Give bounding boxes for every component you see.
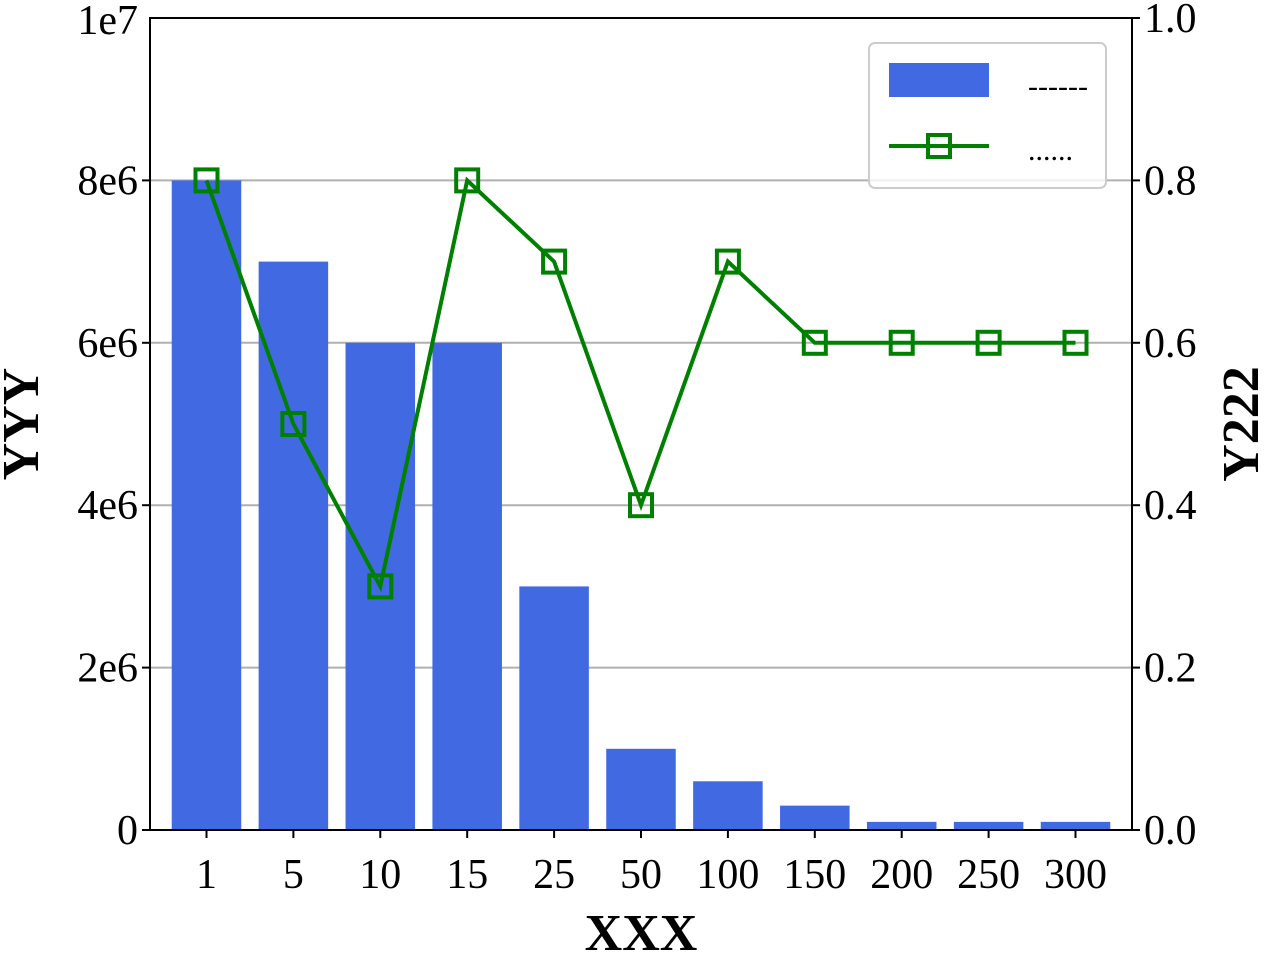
bar-100: [693, 781, 763, 830]
y-tick-label: 4e6: [77, 483, 138, 529]
x-tick-label: 150: [783, 852, 846, 898]
line-marker-150: [801, 329, 828, 356]
y-axis-offset-label: 1e7: [77, 0, 138, 44]
legend-line-marker: [926, 133, 952, 159]
line-path: [204, 176, 1076, 593]
x-tick-label: 50: [620, 852, 662, 898]
x-tick-label: 5: [283, 852, 304, 898]
x-tick-label: 10: [359, 852, 401, 898]
line-marker-25: [541, 248, 568, 275]
x-tick-label: 100: [696, 852, 759, 898]
line-series: [193, 167, 1089, 600]
legend-bar-swatch: [889, 63, 989, 97]
y2-tick-label: 0.4: [1144, 483, 1197, 529]
y-tick-label: 2e6: [77, 646, 138, 692]
legend-line-label: ......: [1028, 134, 1073, 167]
line-marker-15: [454, 167, 481, 194]
bar-300: [1040, 821, 1111, 830]
y2-tick-label: 1.0: [1144, 0, 1197, 42]
bar-1: [171, 180, 242, 830]
line-marker-1: [193, 167, 220, 194]
bar-150: [780, 805, 850, 830]
y2-axis-title: Y222: [1213, 366, 1268, 482]
legend: ------ ......: [868, 42, 1107, 189]
y-tick-label: 8e6: [77, 158, 138, 204]
x-axis-title: XXX: [585, 905, 698, 961]
y2-tick-label: 0.8: [1144, 158, 1197, 204]
x-tick-label: 200: [870, 852, 933, 898]
line-marker-100: [714, 248, 741, 275]
line-marker-5: [280, 411, 307, 437]
line-marker-50: [628, 492, 654, 519]
x-tick-label: 15: [446, 852, 488, 898]
bar-series: [171, 180, 1111, 831]
bar-250: [953, 821, 1024, 830]
bar-25: [519, 586, 589, 830]
bar-200: [866, 821, 937, 830]
y2-tick-label: 0.2: [1144, 646, 1197, 692]
x-tick-label: 250: [957, 852, 1020, 898]
x-tick-label: 300: [1044, 852, 1107, 898]
bar-15: [432, 342, 502, 830]
line-marker-200: [888, 329, 915, 356]
y-axis-title: YYY: [0, 368, 50, 481]
y2-tick-label: 0.0: [1144, 808, 1197, 854]
legend-bar-label: ------: [1028, 70, 1088, 103]
x-tick-label: 1: [196, 852, 217, 898]
bar-5: [258, 261, 329, 831]
y2-tick-label: 0.6: [1144, 321, 1197, 367]
y-tick-label: 0: [117, 808, 138, 854]
line-marker-10: [367, 573, 394, 600]
line-marker-300: [1062, 329, 1089, 356]
x-tick-label: 25: [533, 852, 575, 898]
bar-50: [606, 748, 676, 830]
y-tick-label: 6e6: [77, 321, 138, 367]
line-marker-250: [975, 329, 1002, 356]
